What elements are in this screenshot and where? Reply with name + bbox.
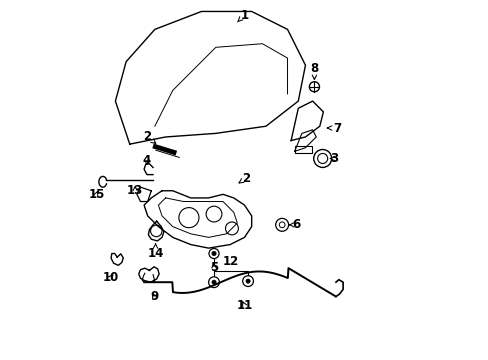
Text: 5: 5 bbox=[209, 261, 218, 274]
Text: 10: 10 bbox=[102, 271, 119, 284]
Text: 15: 15 bbox=[88, 188, 104, 201]
Text: 7: 7 bbox=[326, 122, 341, 135]
Text: 2: 2 bbox=[143, 130, 155, 144]
Text: 9: 9 bbox=[150, 290, 158, 303]
Text: 2: 2 bbox=[239, 172, 250, 185]
Text: 3: 3 bbox=[329, 152, 338, 165]
Circle shape bbox=[211, 251, 216, 256]
Text: 13: 13 bbox=[127, 184, 143, 197]
Text: 11: 11 bbox=[236, 299, 252, 312]
Text: 14: 14 bbox=[147, 244, 163, 260]
Circle shape bbox=[211, 280, 216, 284]
Text: 12: 12 bbox=[223, 255, 239, 268]
Text: 6: 6 bbox=[289, 218, 300, 231]
Text: 4: 4 bbox=[142, 154, 151, 167]
Circle shape bbox=[309, 82, 319, 92]
Text: 8: 8 bbox=[310, 62, 318, 80]
Circle shape bbox=[245, 279, 250, 283]
Text: 1: 1 bbox=[237, 9, 248, 22]
